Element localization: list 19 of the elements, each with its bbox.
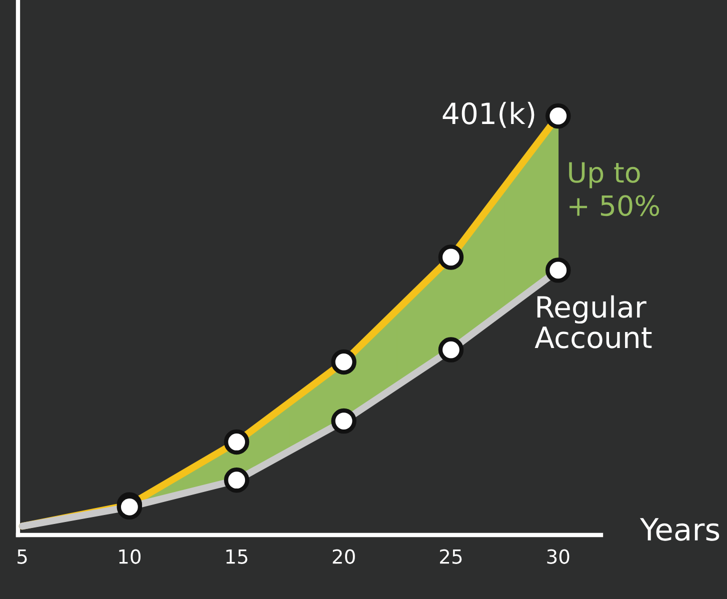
point	[331, 408, 356, 434]
annotation: Up to + 50%	[569, 162, 660, 216]
x-tick-label: 20	[332, 549, 355, 564]
x-tick-label: 10	[119, 549, 141, 564]
series-label: 401(k)	[442, 102, 534, 128]
series-label: Regular Account	[534, 295, 652, 348]
point	[224, 467, 250, 493]
point	[331, 349, 356, 375]
x-axis-title: Years	[640, 518, 720, 541]
point	[438, 244, 464, 270]
point	[116, 494, 142, 520]
x-tick-label: 15	[226, 549, 248, 564]
x-tick-label: 25	[440, 549, 462, 564]
x-tick-label: 30	[547, 549, 570, 564]
point	[224, 429, 250, 455]
x-tick-label: 5	[18, 549, 27, 564]
point	[438, 337, 464, 362]
point	[546, 258, 571, 283]
point	[546, 103, 571, 129]
